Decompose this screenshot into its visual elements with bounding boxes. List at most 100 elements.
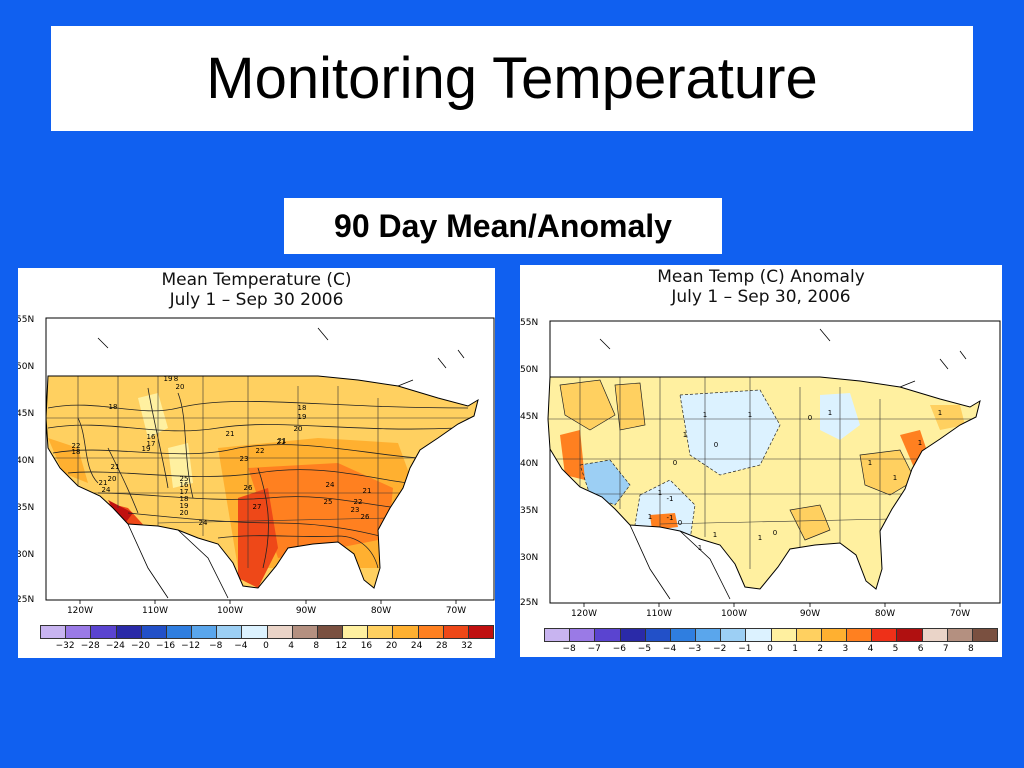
contour-label: 24 [102,486,111,494]
lon-label-80w: 80W [370,606,392,616]
colorbar-tick-label: −3 [688,644,702,654]
colorbar-swatch [217,626,243,638]
colorbar-mean-temp [40,625,494,639]
contour-label: 21 [226,430,235,438]
colorbar-tick-label: −1 [738,644,752,654]
contour-label: 1 [698,544,702,552]
map-title-line2: July 1 – Sep 30 2006 [169,290,344,310]
colorbar-swatch [91,626,117,638]
map-title-line1: Mean Temp (C) Anomaly [657,267,865,287]
colorbar-tick-label: 24 [410,641,423,651]
lon-label-70w: 70W [949,609,971,619]
colorbar-tick-label: 16 [360,641,373,651]
colorbar-swatch [192,626,218,638]
contour-label: -1 [667,514,674,522]
contour-label: 17 [147,440,156,448]
contour-label: 18 [298,404,307,412]
colorbar-swatch [267,626,293,638]
contour-label: 20 [294,425,303,433]
contour-label: 20 [180,509,189,517]
contour-label: 1 [938,409,942,417]
lon-label-120w: 120W [570,609,598,619]
contour-label: 1 [918,439,922,447]
colorbar-tick-label: −7 [587,644,601,654]
lon-label-100w: 100W [216,606,244,616]
colorbar-tick-label: 1 [792,644,798,654]
lat-label-50n: 50N [18,362,35,372]
colorbar-swatch [570,629,596,641]
lat-label-40n: 40N [18,456,35,466]
contour-label: 17 [180,488,189,496]
contour-label: 18 [72,448,81,456]
colorbar-tick-label: −20 [130,641,150,651]
contour-label: 1 [868,459,872,467]
colorbar-swatch [821,629,848,641]
colorbar-tick-label: 8 [968,644,974,654]
lon-label-70w: 70W [445,606,467,616]
colorbar-swatch [468,626,494,638]
contour-label: 16 [147,433,156,441]
lon-label-90w: 90W [295,606,317,616]
colorbar-swatch [166,626,193,638]
colorbar-swatch [897,629,923,641]
contour-label: 21 [99,479,108,487]
colorbar-tick-label: −12 [181,641,201,651]
contour-label: 21 [111,463,120,471]
colorbar-swatch [141,626,167,638]
mean-temperature-map: Mean Temperature (C) July 1 – Sep 30 200… [18,268,495,658]
contour-label: 22 [256,447,265,455]
lat-label-35n: 35N [520,506,539,516]
contour-label: 1 [683,431,687,439]
contour-label: 0 [808,414,812,422]
colorbar-swatch [796,629,822,641]
contour-label: 0 [678,519,682,527]
colorbar-swatch [595,629,621,641]
map-title-line1: Mean Temperature (C) [161,270,352,290]
lat-label-45n: 45N [18,409,35,419]
colorbar-swatch [41,626,67,638]
colorbar-swatch [368,626,394,638]
colorbar-tick-label: −6 [612,644,626,654]
colorbar-tick-label: 0 [263,641,269,651]
lon-label-80w: 80W [874,609,896,619]
contour-label: 22 [354,498,363,506]
lat-label-25n: 25N [520,598,539,608]
contour-label: 1 [658,489,662,497]
contour-label: 21 [277,438,286,446]
colorbar-anomaly [544,628,998,642]
contour-label: 1 [828,409,832,417]
slide-title: Monitoring Temperature [206,46,818,111]
colorbar-labels-mean-temp: −32 −28 −24 −20 −16 −12 −8 −4 0 4 8 12 16 20 24 28 32 [40,641,492,653]
colorbar-tick-label: −8 [209,641,223,651]
colorbar-swatch [242,626,268,638]
contour-label: 0 [773,529,777,537]
colorbar-tick-label: 12 [335,641,348,651]
colorbar-swatch [393,626,419,638]
contour-label: 19 [142,445,151,453]
colorbar-swatch [872,629,898,641]
contour-label: 25 [324,498,333,506]
colorbar-tick-label: 32 [461,641,473,651]
colorbar-swatch [645,629,671,641]
colorbar-swatch [292,626,318,638]
colorbar-swatch [66,626,92,638]
colorbar-swatch [670,629,697,641]
colorbar-swatch [721,629,747,641]
colorbar-swatch [545,629,571,641]
anomaly-map-graphic: 1 1 0 1 1 0 1 0 1 1 -1 1 0 1 -1 1 1 0 1 1 [547,320,1001,607]
colorbar-swatch [771,629,797,641]
contour-label: 1 [703,411,707,419]
colorbar-swatch [696,629,722,641]
colorbar-tick-label: 7 [942,644,949,654]
colorbar-tick-label: −32 [55,641,75,651]
lon-label-110w: 110W [141,606,169,616]
colorbar-tick-label: 5 [892,644,899,654]
lat-label-55n: 55N [520,318,539,328]
lon-label-110w: 110W [645,609,673,619]
colorbar-swatch [847,629,873,641]
contour-label: 21 [278,437,287,445]
contour-label: 25 [180,475,189,483]
contour-label: 24 [326,481,335,489]
colorbar-swatch [620,629,646,641]
